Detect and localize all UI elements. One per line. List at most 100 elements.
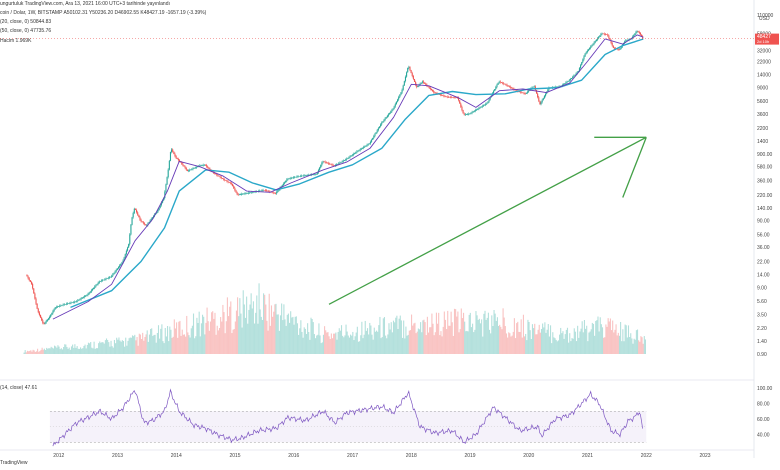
volume-bar bbox=[152, 335, 154, 354]
volume-bar bbox=[373, 327, 375, 354]
volume-bar bbox=[400, 320, 402, 354]
candle-body bbox=[596, 38, 599, 40]
rsi-axis-tick-label: 60.00 bbox=[757, 417, 770, 423]
volume-bar bbox=[379, 316, 381, 354]
volume-bar bbox=[216, 325, 218, 354]
volume-bar bbox=[313, 334, 315, 354]
price-axis-tick-label: 14.00 bbox=[757, 273, 770, 279]
volume-bar bbox=[205, 322, 207, 354]
candle-body bbox=[262, 190, 264, 191]
candle-body bbox=[573, 75, 575, 77]
candle-body bbox=[284, 182, 286, 184]
volume-bar bbox=[298, 334, 300, 354]
time-axis-tick-label: 2021 bbox=[582, 453, 593, 459]
volume-bar bbox=[586, 325, 588, 354]
volume-bar bbox=[295, 316, 297, 354]
candle-body bbox=[399, 94, 401, 98]
candle-body bbox=[47, 318, 50, 320]
volume-bar bbox=[87, 342, 89, 354]
candle-body bbox=[145, 224, 147, 226]
volume-bar bbox=[65, 344, 67, 354]
candle-body bbox=[525, 92, 527, 94]
candle-body bbox=[637, 31, 639, 33]
volume-bar bbox=[381, 337, 383, 354]
volume-bar bbox=[413, 323, 415, 354]
candle-body bbox=[633, 35, 635, 37]
candle-body bbox=[444, 96, 446, 97]
trend-arrow-head-side[interactable] bbox=[622, 137, 647, 198]
candle-body bbox=[67, 303, 69, 305]
volume-bar bbox=[25, 352, 27, 354]
volume-bar bbox=[634, 339, 636, 354]
volume-bar bbox=[100, 342, 102, 354]
volume-bar bbox=[322, 334, 324, 354]
candle-body bbox=[459, 100, 461, 104]
candle-body bbox=[512, 88, 514, 89]
candle-body bbox=[470, 112, 472, 114]
volume-bar bbox=[279, 315, 282, 354]
candle-body bbox=[480, 106, 482, 108]
candle-body bbox=[277, 190, 279, 193]
volume-bar bbox=[78, 348, 80, 354]
candle-body bbox=[98, 281, 100, 283]
volume-bar bbox=[500, 326, 502, 354]
candle-body bbox=[484, 104, 486, 106]
volume-bar bbox=[269, 325, 271, 354]
candle-body bbox=[571, 78, 573, 80]
volume-bar bbox=[235, 310, 238, 354]
candle-body bbox=[111, 275, 113, 277]
candle-body bbox=[641, 34, 643, 37]
volume-bar bbox=[359, 341, 361, 354]
volume-bar bbox=[559, 334, 561, 354]
candle-body bbox=[71, 302, 73, 304]
volume-bar bbox=[72, 344, 74, 354]
volume-bar bbox=[630, 333, 632, 354]
candle-body bbox=[468, 113, 470, 115]
volume-bar bbox=[364, 320, 366, 354]
volume-bar bbox=[172, 336, 174, 354]
ma50-legend: (50, close, 0) 47735.76 bbox=[0, 28, 52, 34]
candle-body bbox=[380, 124, 382, 127]
candle-body bbox=[177, 159, 179, 161]
candle-body bbox=[392, 108, 394, 111]
candle-body bbox=[337, 163, 339, 165]
volume-bar bbox=[115, 343, 117, 354]
candle-body bbox=[61, 305, 63, 306]
volume-bar bbox=[312, 322, 314, 354]
volume-bar bbox=[468, 314, 470, 354]
volume-bar bbox=[372, 339, 374, 354]
candle-body bbox=[593, 42, 595, 44]
candle-body bbox=[289, 178, 291, 179]
volume-bar bbox=[108, 342, 110, 354]
volume-bar bbox=[68, 347, 70, 354]
volume-bar bbox=[333, 333, 335, 354]
candle-body bbox=[354, 153, 356, 154]
candle-body bbox=[454, 97, 456, 98]
candle-body bbox=[515, 89, 517, 91]
volume-bar bbox=[539, 332, 541, 354]
candle-body bbox=[488, 99, 490, 102]
trend-arrow-line[interactable] bbox=[328, 136, 647, 305]
volume-bar bbox=[632, 343, 634, 354]
volume-bar bbox=[190, 328, 192, 354]
volume-bar bbox=[141, 338, 143, 354]
candle-body bbox=[412, 76, 414, 80]
candle-body bbox=[467, 114, 469, 115]
candle-body bbox=[185, 168, 187, 170]
candle-body bbox=[634, 33, 636, 36]
volume-bar bbox=[153, 334, 155, 354]
candle-body bbox=[489, 97, 491, 100]
volume-bar bbox=[136, 336, 138, 354]
candle-body bbox=[97, 282, 99, 285]
candle-body bbox=[291, 177, 294, 179]
volume-bar bbox=[290, 311, 292, 354]
volume-bar bbox=[265, 304, 267, 354]
volume-bar bbox=[231, 333, 233, 354]
volume-bar bbox=[555, 339, 557, 354]
candle-body bbox=[608, 35, 610, 38]
candle-body bbox=[157, 210, 159, 212]
candle-body bbox=[469, 113, 471, 115]
ma20-line bbox=[52, 34, 644, 320]
candle-body bbox=[106, 278, 108, 279]
